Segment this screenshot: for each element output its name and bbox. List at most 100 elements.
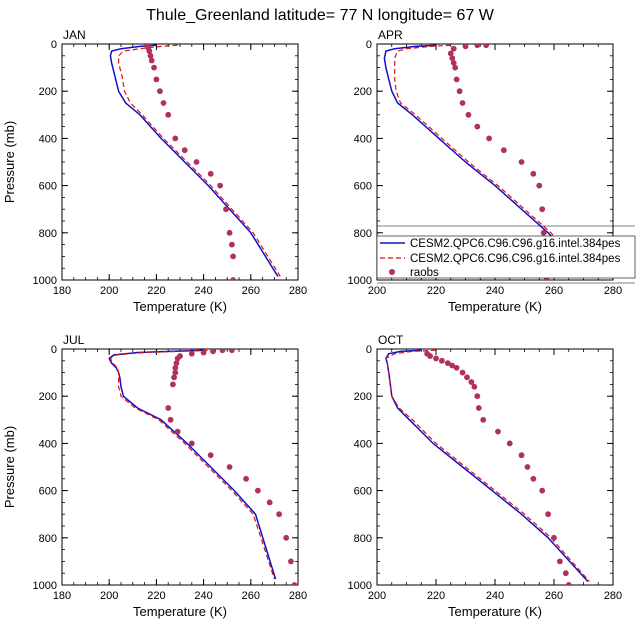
x-tick-label: 280 bbox=[289, 590, 307, 602]
y-tick-label: 600 bbox=[354, 181, 372, 193]
raobs-point bbox=[452, 64, 459, 71]
raobs-point bbox=[459, 100, 466, 106]
raobs-point bbox=[254, 487, 261, 494]
y-tick-label: 600 bbox=[354, 486, 372, 498]
raobs-point bbox=[147, 52, 154, 59]
y-tick-label: 400 bbox=[39, 438, 57, 450]
panel-jul: JUL 180 200 220 240 260 280 0 200 400 600 800 1000 Te… bbox=[2, 333, 307, 619]
raobs-point bbox=[229, 349, 235, 354]
y-tick-label: 200 bbox=[354, 86, 372, 98]
panel-apr: APR 200 220 240 260 280 0 200 400 600 800 1000 Tempe… bbox=[348, 28, 623, 314]
raobs-point bbox=[172, 135, 179, 142]
y-tick-label: 1000 bbox=[33, 580, 57, 592]
series-group bbox=[109, 44, 281, 280]
series-group bbox=[108, 349, 298, 585]
raobs-point bbox=[157, 88, 163, 95]
x-tick-label: 240 bbox=[194, 285, 212, 297]
raobs-point bbox=[226, 229, 233, 236]
x-tick-label: 260 bbox=[242, 285, 260, 297]
plot-frame bbox=[61, 348, 299, 586]
x-tick-label: 180 bbox=[53, 285, 71, 297]
y-tick-label: 1000 bbox=[348, 580, 372, 592]
raobs-point bbox=[151, 64, 157, 71]
raobs-point bbox=[539, 206, 546, 213]
model-line-dashed bbox=[394, 44, 590, 277]
raobs-point bbox=[173, 360, 180, 367]
model-line-solid bbox=[108, 349, 277, 580]
raobs-point bbox=[243, 475, 249, 482]
raobs-point bbox=[288, 558, 294, 565]
x-tick-label: 240 bbox=[194, 590, 212, 602]
raobs-point bbox=[181, 147, 188, 154]
raobs-point bbox=[459, 369, 466, 376]
raobs-point bbox=[474, 123, 481, 130]
raobs-point bbox=[450, 45, 457, 52]
x-tick-label: 280 bbox=[604, 590, 622, 602]
panel-oct: OCT 200 220 240 260 280 0 200 400 600 800 1000 Tempe… bbox=[348, 333, 623, 619]
raobs-point bbox=[447, 50, 454, 57]
x-tick-label: 280 bbox=[289, 285, 307, 297]
raobs-point bbox=[167, 416, 174, 423]
raobs-point bbox=[471, 383, 478, 390]
raobs-point bbox=[165, 405, 172, 411]
raobs-point bbox=[530, 170, 537, 177]
raobs-point bbox=[171, 374, 178, 381]
model-line-dashed bbox=[109, 349, 275, 580]
x-tick-label: 280 bbox=[604, 285, 622, 297]
y-tick-label: 1000 bbox=[33, 275, 57, 287]
legend: CESM2.QPC6.C96.C96.g16.intel.384pes CESM… bbox=[376, 225, 636, 284]
legend-label-1: CESM2.QPC6.C96.C96.g16.intel.384pes bbox=[410, 238, 621, 250]
raobs-point bbox=[530, 475, 537, 482]
y-tick-label: 0 bbox=[51, 39, 57, 51]
panel-title: JUL bbox=[63, 333, 85, 347]
raobs-point bbox=[462, 44, 469, 50]
raobs-point bbox=[291, 582, 298, 585]
raobs-point bbox=[444, 360, 451, 367]
raobs-point bbox=[217, 182, 224, 189]
raobs-point bbox=[565, 582, 572, 585]
raobs-point bbox=[464, 374, 470, 381]
raobs-point bbox=[276, 511, 283, 518]
legend-label-3: raobs bbox=[410, 267, 439, 279]
raobs-point bbox=[210, 349, 216, 355]
plot-frame bbox=[376, 348, 614, 586]
raobs-point bbox=[165, 111, 172, 118]
raobs-point bbox=[433, 355, 439, 362]
x-tick-label: 180 bbox=[53, 590, 71, 602]
raobs-point bbox=[474, 44, 481, 49]
y-tick-label: 800 bbox=[39, 228, 57, 240]
y-tick-label: 800 bbox=[354, 228, 372, 240]
raobs-point bbox=[146, 48, 153, 54]
y-tick-label: 400 bbox=[39, 133, 57, 145]
y-tick-label: 200 bbox=[39, 391, 57, 403]
raobs-point bbox=[283, 534, 290, 541]
x-tick-label: 260 bbox=[242, 590, 260, 602]
x-tick-label: 260 bbox=[545, 285, 563, 297]
raobs-point bbox=[539, 487, 546, 494]
panel-jan: JAN 180 200 220 240 260 280 0 200 400 600 800 1000 Te… bbox=[2, 28, 307, 314]
x-axis-label: Temperature (K) bbox=[448, 604, 542, 619]
raobs-point bbox=[188, 350, 195, 357]
model-line-dashed bbox=[118, 44, 281, 277]
y-tick-label: 200 bbox=[39, 86, 57, 98]
raobs-point bbox=[230, 277, 236, 280]
x-axis-label: Temperature (K) bbox=[133, 299, 227, 314]
panel-title: OCT bbox=[378, 333, 404, 347]
model-line-solid bbox=[385, 349, 589, 583]
raobs-point bbox=[545, 511, 551, 518]
y-tick-label: 1000 bbox=[348, 275, 372, 287]
x-tick-label: 220 bbox=[427, 590, 445, 602]
raobs-point bbox=[160, 100, 167, 106]
raobs-point bbox=[174, 428, 181, 435]
raobs-point bbox=[174, 355, 181, 362]
x-tick-label: 200 bbox=[368, 590, 386, 602]
model-line-solid bbox=[383, 44, 590, 278]
raobs-point bbox=[518, 159, 525, 165]
y-axis-label: Pressure (mb) bbox=[2, 121, 17, 203]
raobs-point bbox=[474, 393, 481, 400]
x-tick-label: 220 bbox=[427, 285, 445, 297]
raobs-point bbox=[148, 57, 155, 64]
raobs-point bbox=[266, 499, 273, 506]
raobs-point bbox=[500, 147, 507, 154]
